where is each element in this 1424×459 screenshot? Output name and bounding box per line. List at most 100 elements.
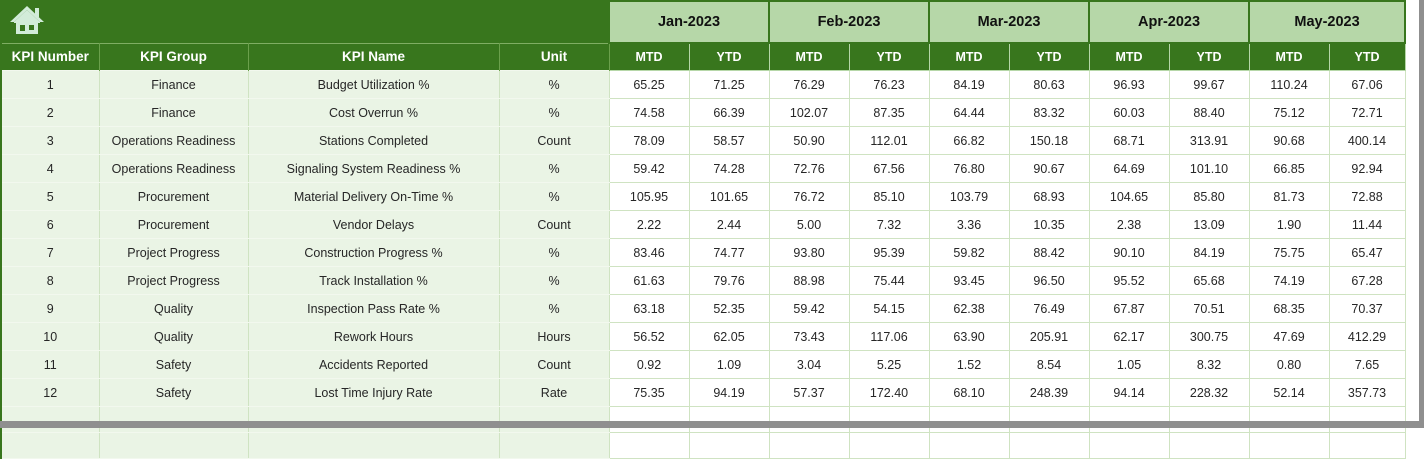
cell-value[interactable]: 5.00 [768,210,850,239]
cell-kpi-group[interactable]: Finance [98,98,249,127]
cell-kpi-name[interactable]: Signaling System Readiness % [247,154,500,183]
subheader-ytd-feb-2023[interactable]: YTD [848,42,930,71]
cell-unit[interactable]: % [498,294,610,323]
cell-value[interactable]: 96.93 [1088,70,1170,99]
cell-kpi-group[interactable]: Operations Readiness [98,154,249,183]
cell-empty[interactable] [0,432,100,459]
cell-value[interactable]: 71.25 [688,70,770,99]
cell-kpi-group[interactable]: Project Progress [98,238,249,267]
cell-empty[interactable] [1328,432,1406,459]
col-header-kpi-group[interactable]: KPI Group [99,42,249,71]
cell-value[interactable]: 3.04 [768,350,850,379]
cell-value[interactable]: 59.42 [608,154,690,183]
subheader-mtd-jan-2023[interactable]: MTD [608,42,690,71]
cell-value[interactable]: 76.49 [1008,294,1090,323]
cell-kpi-group[interactable]: Safety [98,350,249,379]
cell-empty[interactable] [1168,406,1250,433]
cell-value[interactable]: 313.91 [1168,126,1250,155]
cell-kpi-number[interactable]: 1 [0,70,100,99]
cell-kpi-number[interactable]: 5 [0,182,100,211]
cell-value[interactable]: 8.32 [1168,350,1250,379]
cell-kpi-number[interactable]: 10 [0,322,100,351]
cell-value[interactable]: 101.65 [688,182,770,211]
cell-empty[interactable] [0,406,100,433]
cell-value[interactable]: 11.44 [1328,210,1406,239]
cell-value[interactable]: 81.73 [1248,182,1330,211]
col-header-kpi-number[interactable]: KPI Number [1,42,100,71]
subheader-ytd-jan-2023[interactable]: YTD [688,42,770,71]
cell-value[interactable]: 79.76 [688,266,770,295]
cell-empty[interactable] [247,406,500,433]
cell-value[interactable]: 85.80 [1168,182,1250,211]
cell-empty[interactable] [688,432,770,459]
cell-unit[interactable]: Count [498,350,610,379]
cell-empty[interactable] [768,432,850,459]
cell-value[interactable]: 80.63 [1008,70,1090,99]
cell-kpi-name[interactable]: Budget Utilization % [247,70,500,99]
cell-value[interactable]: 13.09 [1168,210,1250,239]
cell-value[interactable]: 95.39 [848,238,930,267]
month-header-may-2023[interactable]: May-2023 [1248,0,1407,44]
cell-value[interactable]: 61.63 [608,266,690,295]
cell-value[interactable]: 94.14 [1088,378,1170,407]
cell-value[interactable]: 95.52 [1088,266,1170,295]
cell-value[interactable]: 300.75 [1168,322,1250,351]
col-header-unit[interactable]: Unit [499,42,610,71]
cell-value[interactable]: 110.24 [1248,70,1330,99]
cell-value[interactable]: 94.19 [688,378,770,407]
cell-value[interactable]: 68.93 [1008,182,1090,211]
cell-kpi-name[interactable]: Construction Progress % [247,238,500,267]
cell-value[interactable]: 172.40 [848,378,930,407]
cell-value[interactable]: 93.80 [768,238,850,267]
cell-value[interactable]: 59.42 [768,294,850,323]
subheader-ytd-apr-2023[interactable]: YTD [1168,42,1250,71]
cell-value[interactable]: 66.82 [928,126,1010,155]
cell-value[interactable]: 67.06 [1328,70,1406,99]
cell-value[interactable]: 103.79 [928,182,1010,211]
cell-value[interactable]: 1.09 [688,350,770,379]
cell-value[interactable]: 84.19 [928,70,1010,99]
cell-value[interactable]: 52.35 [688,294,770,323]
cell-value[interactable]: 66.85 [1248,154,1330,183]
cell-value[interactable]: 54.15 [848,294,930,323]
cell-value[interactable]: 75.44 [848,266,930,295]
cell-value[interactable]: 88.40 [1168,98,1250,127]
subheader-mtd-mar-2023[interactable]: MTD [928,42,1010,71]
cell-value[interactable]: 8.54 [1008,350,1090,379]
cell-value[interactable]: 72.71 [1328,98,1406,127]
cell-value[interactable]: 7.32 [848,210,930,239]
cell-value[interactable]: 2.38 [1088,210,1170,239]
cell-unit[interactable]: Hours [498,322,610,351]
cell-empty[interactable] [1328,406,1406,433]
cell-kpi-number[interactable]: 9 [0,294,100,323]
cell-empty[interactable] [98,406,249,433]
cell-kpi-name[interactable]: Lost Time Injury Rate [247,378,500,407]
cell-empty[interactable] [1088,432,1170,459]
cell-empty[interactable] [848,406,930,433]
cell-value[interactable]: 3.36 [928,210,1010,239]
cell-value[interactable]: 50.90 [768,126,850,155]
cell-value[interactable]: 75.75 [1248,238,1330,267]
cell-empty[interactable] [1168,432,1250,459]
cell-value[interactable]: 64.69 [1088,154,1170,183]
cell-value[interactable]: 62.05 [688,322,770,351]
cell-value[interactable]: 74.58 [608,98,690,127]
cell-unit[interactable]: % [498,98,610,127]
cell-unit[interactable]: % [498,238,610,267]
cell-empty[interactable] [498,406,610,433]
cell-value[interactable]: 65.68 [1168,266,1250,295]
cell-empty[interactable] [247,432,500,459]
cell-value[interactable]: 99.67 [1168,70,1250,99]
cell-kpi-name[interactable]: Rework Hours [247,322,500,351]
cell-kpi-group[interactable]: Project Progress [98,266,249,295]
cell-value[interactable]: 87.35 [848,98,930,127]
cell-empty[interactable] [1008,432,1090,459]
cell-kpi-name[interactable]: Inspection Pass Rate % [247,294,500,323]
cell-value[interactable]: 117.06 [848,322,930,351]
month-header-feb-2023[interactable]: Feb-2023 [768,0,931,44]
cell-kpi-number[interactable]: 2 [0,98,100,127]
cell-value[interactable]: 74.77 [688,238,770,267]
cell-value[interactable]: 88.42 [1008,238,1090,267]
cell-empty[interactable] [1248,406,1330,433]
cell-value[interactable]: 67.28 [1328,266,1406,295]
